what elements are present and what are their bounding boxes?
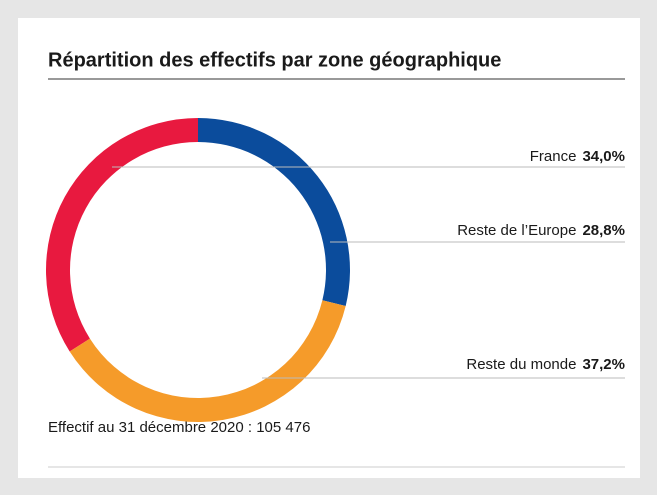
value-label: 34,0% [582,148,625,165]
category-label: Reste du monde [466,356,576,373]
value-label: 37,2% [582,356,625,373]
value-label: 28,8% [582,222,625,239]
chart-title: Répartition des effectifs par zone géogr… [48,49,501,71]
slice-label: France 34,0% [530,148,625,165]
footnote: Effectif au 31 décembre 2020 : 105 476 [48,419,310,436]
category-label: Reste de l’Europe [457,222,576,239]
donut-segment [198,118,350,306]
slice-label: Reste de l’Europe 28,8% [457,222,625,239]
donut-segment [46,118,199,352]
donut-segment [69,300,346,422]
category-label: France [530,148,577,165]
slice-label: Reste du monde 37,2% [466,356,625,373]
